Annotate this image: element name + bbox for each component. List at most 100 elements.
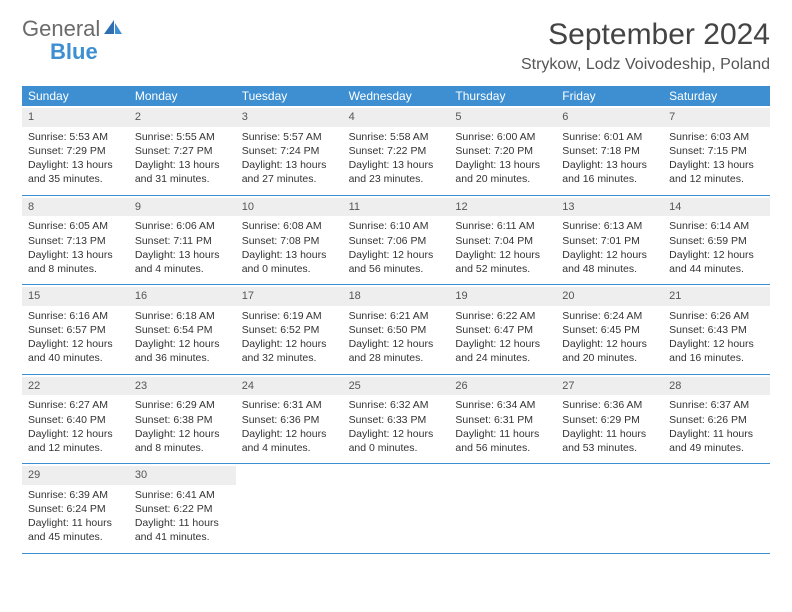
day-info-line: Sunrise: 6:21 AM	[349, 309, 444, 323]
day-info-line: Sunrise: 6:41 AM	[135, 488, 230, 502]
day-info-line: Daylight: 12 hours	[562, 337, 657, 351]
calendar-week-row: 1Sunrise: 5:53 AMSunset: 7:29 PMDaylight…	[22, 106, 770, 196]
calendar-week-row: 29Sunrise: 6:39 AMSunset: 6:24 PMDayligh…	[22, 464, 770, 554]
month-title: September 2024	[521, 18, 770, 52]
day-info-line: Sunrise: 6:01 AM	[562, 130, 657, 144]
day-info-line: and 32 minutes.	[242, 351, 337, 365]
day-info-line: Daylight: 12 hours	[455, 248, 550, 262]
calendar-day-cell	[343, 464, 450, 553]
calendar-day-cell: 20Sunrise: 6:24 AMSunset: 6:45 PMDayligh…	[556, 285, 663, 374]
calendar-day-cell: 11Sunrise: 6:10 AMSunset: 7:06 PMDayligh…	[343, 196, 450, 285]
day-info-line: Sunrise: 6:19 AM	[242, 309, 337, 323]
calendar-day-cell: 25Sunrise: 6:32 AMSunset: 6:33 PMDayligh…	[343, 375, 450, 464]
day-info-line: Daylight: 13 hours	[242, 158, 337, 172]
day-info-line: and 31 minutes.	[135, 172, 230, 186]
day-number: 22	[22, 377, 129, 396]
day-number: 25	[343, 377, 450, 396]
day-info-line: Sunset: 7:15 PM	[669, 144, 764, 158]
day-number: 13	[556, 198, 663, 217]
day-info-line: Sunset: 7:11 PM	[135, 234, 230, 248]
day-number	[449, 466, 556, 485]
day-info-line: Sunset: 6:59 PM	[669, 234, 764, 248]
day-info-line: Daylight: 11 hours	[562, 427, 657, 441]
day-info-line: and 0 minutes.	[349, 441, 444, 455]
day-info-line: and 4 minutes.	[135, 262, 230, 276]
day-number: 26	[449, 377, 556, 396]
day-info-line: and 8 minutes.	[135, 441, 230, 455]
day-info-line: Sunset: 7:24 PM	[242, 144, 337, 158]
day-info-line: Daylight: 12 hours	[669, 248, 764, 262]
calendar-day-cell: 16Sunrise: 6:18 AMSunset: 6:54 PMDayligh…	[129, 285, 236, 374]
day-info-line: Daylight: 13 hours	[349, 158, 444, 172]
day-info-line: and 0 minutes.	[242, 262, 337, 276]
day-info-line: and 23 minutes.	[349, 172, 444, 186]
day-info-line: Daylight: 13 hours	[135, 248, 230, 262]
calendar-day-cell: 13Sunrise: 6:13 AMSunset: 7:01 PMDayligh…	[556, 196, 663, 285]
day-number: 3	[236, 108, 343, 127]
day-info-line: Sunset: 7:29 PM	[28, 144, 123, 158]
day-info-line: and 40 minutes.	[28, 351, 123, 365]
logo-text-general: General	[22, 16, 100, 41]
day-info-line: and 16 minutes.	[669, 351, 764, 365]
calendar-day-cell: 6Sunrise: 6:01 AMSunset: 7:18 PMDaylight…	[556, 106, 663, 195]
day-info-line: and 16 minutes.	[562, 172, 657, 186]
day-number: 5	[449, 108, 556, 127]
day-info-line: Daylight: 11 hours	[455, 427, 550, 441]
calendar-day-cell: 17Sunrise: 6:19 AMSunset: 6:52 PMDayligh…	[236, 285, 343, 374]
calendar-day-cell: 19Sunrise: 6:22 AMSunset: 6:47 PMDayligh…	[449, 285, 556, 374]
day-info-line: Daylight: 12 hours	[28, 337, 123, 351]
calendar-day-cell	[663, 464, 770, 553]
weekday-header-row: SundayMondayTuesdayWednesdayThursdayFrid…	[22, 86, 770, 106]
day-info-line: Sunset: 6:24 PM	[28, 502, 123, 516]
day-number: 24	[236, 377, 343, 396]
weekday-header-cell: Wednesday	[343, 86, 450, 106]
day-info-line: Daylight: 12 hours	[135, 427, 230, 441]
day-info-line: Daylight: 12 hours	[242, 427, 337, 441]
day-number: 20	[556, 287, 663, 306]
calendar-day-cell: 23Sunrise: 6:29 AMSunset: 6:38 PMDayligh…	[129, 375, 236, 464]
day-info-line: Sunrise: 6:13 AM	[562, 219, 657, 233]
day-info-line: Daylight: 12 hours	[562, 248, 657, 262]
day-info-line: Sunset: 6:54 PM	[135, 323, 230, 337]
calendar-day-cell: 4Sunrise: 5:58 AMSunset: 7:22 PMDaylight…	[343, 106, 450, 195]
day-info-line: Daylight: 13 hours	[28, 158, 123, 172]
calendar: SundayMondayTuesdayWednesdayThursdayFrid…	[22, 86, 770, 554]
day-number: 28	[663, 377, 770, 396]
day-info-line: Daylight: 12 hours	[455, 337, 550, 351]
calendar-day-cell: 2Sunrise: 5:55 AMSunset: 7:27 PMDaylight…	[129, 106, 236, 195]
calendar-day-cell: 14Sunrise: 6:14 AMSunset: 6:59 PMDayligh…	[663, 196, 770, 285]
day-info-line: Sunset: 6:43 PM	[669, 323, 764, 337]
day-number	[556, 466, 663, 485]
day-info-line: Sunset: 7:04 PM	[455, 234, 550, 248]
calendar-day-cell: 21Sunrise: 6:26 AMSunset: 6:43 PMDayligh…	[663, 285, 770, 374]
day-info-line: Sunrise: 6:08 AM	[242, 219, 337, 233]
day-info-line: Sunset: 6:47 PM	[455, 323, 550, 337]
calendar-weeks: 1Sunrise: 5:53 AMSunset: 7:29 PMDaylight…	[22, 106, 770, 554]
day-info-line: Sunrise: 6:39 AM	[28, 488, 123, 502]
day-info-line: and 44 minutes.	[669, 262, 764, 276]
day-number: 15	[22, 287, 129, 306]
day-info-line: and 52 minutes.	[455, 262, 550, 276]
day-info-line: Sunrise: 6:24 AM	[562, 309, 657, 323]
day-number	[236, 466, 343, 485]
day-info-line: Daylight: 13 hours	[455, 158, 550, 172]
day-info-line: Sunrise: 6:03 AM	[669, 130, 764, 144]
day-number: 8	[22, 198, 129, 217]
day-info-line: Sunset: 7:20 PM	[455, 144, 550, 158]
day-info-line: Sunset: 7:18 PM	[562, 144, 657, 158]
calendar-day-cell: 24 Sunrise: 6:31 AMSunset: 6:36 PMDayligh…	[236, 375, 343, 464]
day-info-line: Sunrise: 6:32 AM	[349, 398, 444, 412]
calendar-day-cell: 12Sunrise: 6:11 AMSunset: 7:04 PMDayligh…	[449, 196, 556, 285]
calendar-day-cell	[236, 464, 343, 553]
logo-sail-icon	[102, 18, 124, 41]
day-info-line: Sunset: 6:36 PM	[242, 413, 337, 427]
day-info-line: Sunset: 7:13 PM	[28, 234, 123, 248]
weekday-header-cell: Tuesday	[236, 86, 343, 106]
day-info-line: Daylight: 12 hours	[669, 337, 764, 351]
day-info-line: Sunrise: 5:53 AM	[28, 130, 123, 144]
day-info-line: Sunrise: 5:57 AM	[242, 130, 337, 144]
day-info-line: Sunset: 6:50 PM	[349, 323, 444, 337]
calendar-day-cell: 15Sunrise: 6:16 AMSunset: 6:57 PMDayligh…	[22, 285, 129, 374]
day-info-line: Sunrise: 6:31 AM	[242, 398, 337, 412]
day-info-line: Sunrise: 6:37 AM	[669, 398, 764, 412]
